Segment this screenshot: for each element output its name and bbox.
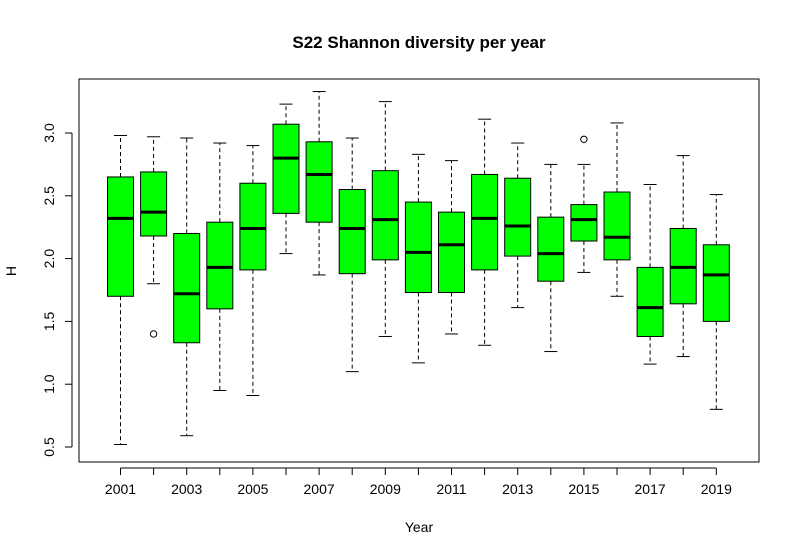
box-iqr [570,204,598,242]
box-iqr [173,232,201,344]
box-iqr [504,177,532,257]
box-2019 [702,194,730,410]
box-2002 [140,136,168,338]
x-tick-label: 2011 [436,481,466,497]
outlier-point [580,135,588,143]
y-tick-label: 1.0 [41,374,57,394]
y-tick-label: 0.5 [41,437,57,457]
box-2006 [272,103,300,255]
box-iqr [371,170,399,261]
box-iqr [636,266,664,337]
box-iqr [537,216,565,282]
y-axis-label: H [3,266,19,276]
y-axis: 0.5 1.0 1.5 2.0 2.5 3.0 [41,123,73,457]
y-tick-label: 1.5 [41,311,57,331]
box-2015 [570,135,598,273]
box-iqr [305,141,333,223]
x-tick-label: 2007 [304,481,335,497]
box-iqr [338,189,366,275]
y-tick-label: 2.0 [41,249,57,269]
box-iqr [438,211,465,294]
x-tick-label: 2015 [568,481,599,497]
outlier-point [149,330,158,338]
box-2011 [438,160,465,335]
box-2008 [338,137,366,373]
box-2007 [305,91,333,276]
box-iqr [272,123,300,214]
box-2016 [603,122,631,297]
box-2009 [371,101,399,337]
y-tick-label: 3.0 [41,123,57,143]
box-2018 [669,155,697,358]
box-iqr [702,244,730,322]
chart-title: S22 Shannon diversity per year [292,33,546,52]
y-tick-label: 2.5 [41,186,57,206]
x-tick-label: 2017 [635,481,666,497]
box-iqr [471,173,499,271]
box-iqr [206,221,234,310]
box-2013 [504,142,532,309]
x-axis-label: Year [405,519,434,535]
box-iqr [603,191,631,261]
x-tick-label: 2005 [237,481,268,497]
box-2005 [239,145,267,397]
box-2004 [206,142,234,391]
x-tick-label: 2019 [701,481,732,497]
box-2001 [107,135,134,445]
x-tick-label: 2009 [370,481,401,497]
box-iqr [140,171,168,237]
box-2017 [636,183,664,365]
box-2010 [404,153,432,364]
box-2012 [471,118,499,346]
box-iqr [107,176,134,297]
plot-frame [78,78,760,463]
box-2014 [537,163,565,353]
box-iqr [404,201,432,294]
x-tick-label: 2013 [502,481,533,497]
x-tick-label: 2003 [171,481,202,497]
box-layer [107,91,730,445]
box-2003 [173,137,201,437]
box-iqr [239,182,267,271]
x-axis: 2001 2003 2005 2007 2009 2011 2013 2015 2017 2019 [105,467,732,497]
x-tick-label: 2001 [105,481,136,497]
